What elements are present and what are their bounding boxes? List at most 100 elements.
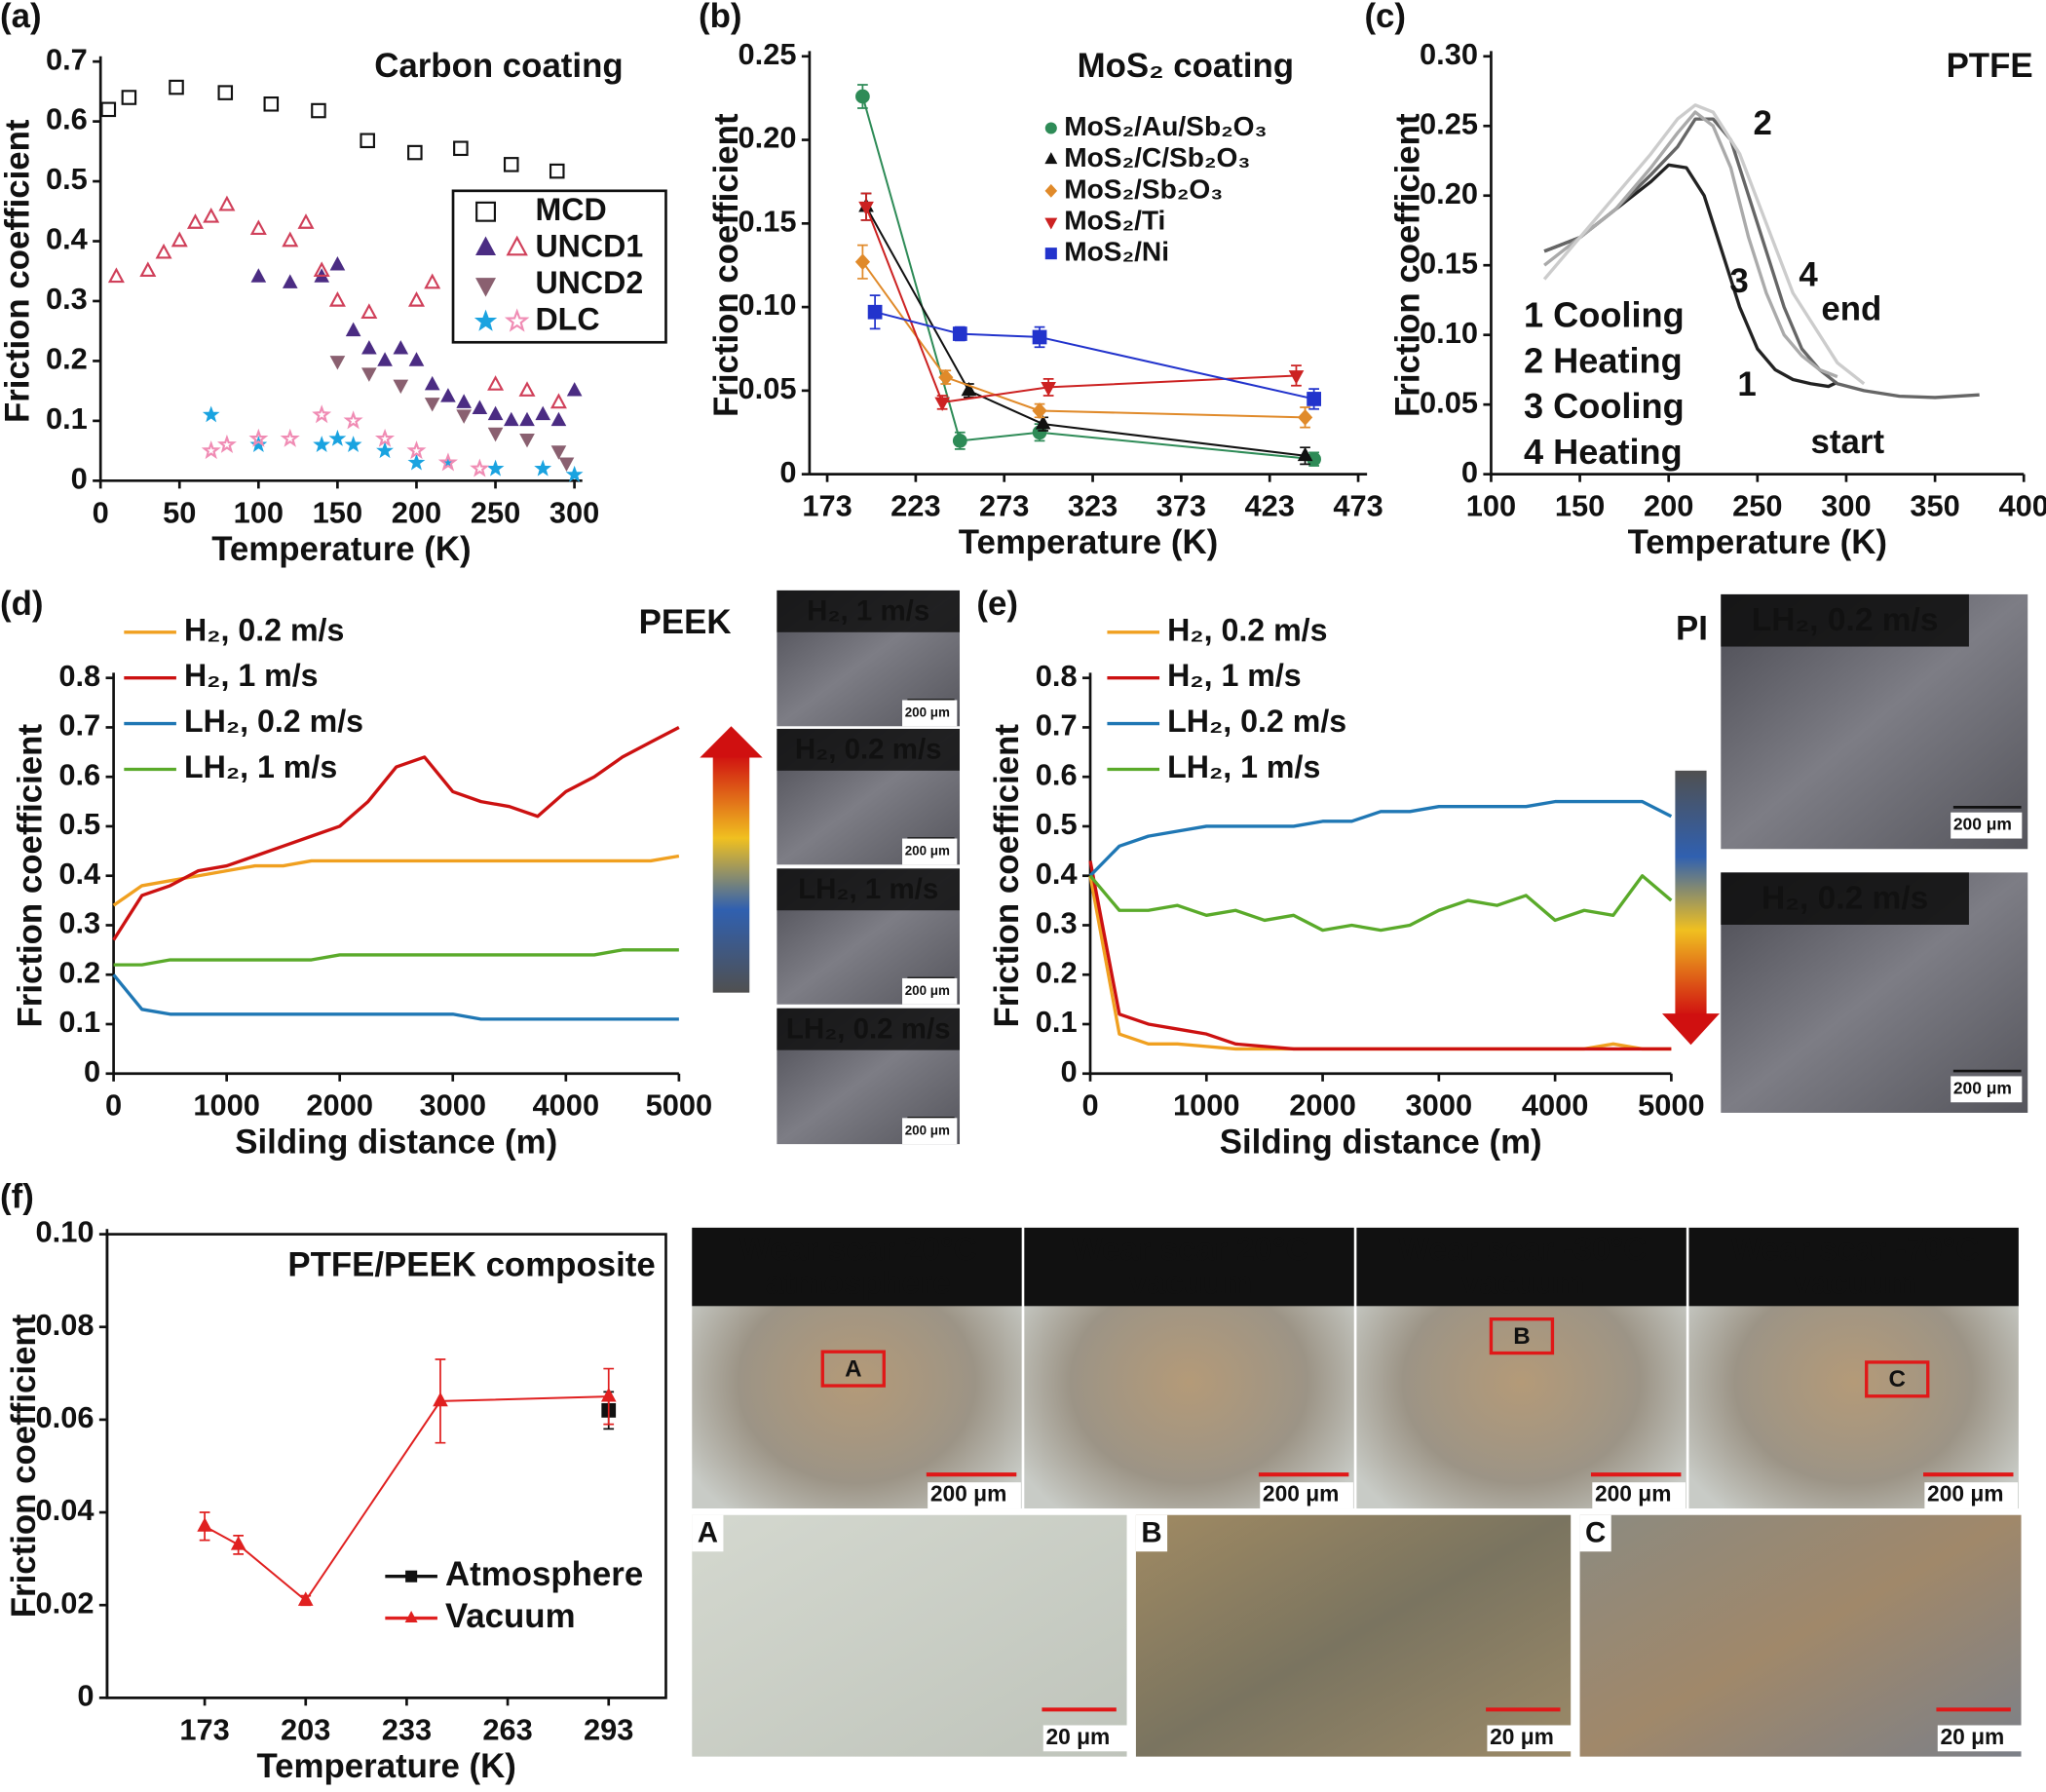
- label-band: [777, 1008, 961, 1050]
- scale-label: 200 μm: [1595, 1481, 1671, 1506]
- series-line: [112, 854, 680, 907]
- legend-label: Vacuum: [445, 1597, 576, 1635]
- marker: [328, 429, 347, 446]
- marker: [377, 352, 393, 366]
- y-axis-title: Friction coefficient: [707, 113, 745, 417]
- x-tick-label: 223: [890, 489, 940, 523]
- label-band: [777, 590, 961, 632]
- marker: [407, 453, 426, 471]
- marker: [433, 1392, 448, 1407]
- legend-marker: [475, 278, 497, 297]
- marker: [282, 231, 299, 248]
- panel-label: (f): [0, 1178, 34, 1216]
- x-tick-label: 100: [1466, 489, 1516, 523]
- scale-box: [902, 1118, 958, 1145]
- x-tick-label: 263: [482, 1712, 532, 1746]
- y-tick-label: 0.6: [1036, 757, 1078, 791]
- x-tick-label: 4000: [533, 1088, 600, 1123]
- marker: [1297, 408, 1313, 426]
- series-line: [861, 95, 1314, 461]
- marker: [249, 436, 268, 453]
- x-tick-label: 0: [105, 1088, 122, 1123]
- region-label: C: [1889, 1366, 1906, 1392]
- micrograph-label: atmosphere: [766, 1266, 951, 1302]
- x-tick-label: 0: [1081, 1088, 1098, 1123]
- scale-label: 20 μm: [1045, 1724, 1110, 1749]
- marker: [155, 243, 172, 259]
- x-tick-label: 5000: [646, 1088, 713, 1123]
- marker: [961, 381, 977, 397]
- marker: [250, 268, 267, 283]
- y-axis-title: Friction coefficient: [0, 119, 36, 423]
- legend-label: MoS₂/Ti: [1064, 205, 1165, 235]
- chart-title: PEEK: [639, 603, 732, 641]
- marker: [393, 379, 409, 395]
- label-band: [1721, 872, 1969, 925]
- marker: [566, 382, 583, 397]
- marker: [535, 405, 551, 421]
- series-line: [1543, 117, 1980, 400]
- marker: [201, 440, 221, 460]
- marker: [343, 410, 363, 430]
- y-tick-label: 0.2: [1036, 955, 1078, 989]
- label-band: [777, 728, 961, 771]
- label-band: [777, 868, 961, 911]
- series-line: [112, 973, 679, 1021]
- series-line: [1542, 103, 1866, 386]
- marker: [1032, 402, 1047, 419]
- micrograph: [1579, 1514, 2022, 1757]
- region-label: B: [1513, 1323, 1530, 1350]
- legend-label: UNCD1: [535, 228, 643, 263]
- legend-marker: [1044, 152, 1058, 165]
- corner-box: [692, 1514, 724, 1552]
- scale-box: [928, 1482, 1021, 1509]
- x-tick-label: 1000: [193, 1088, 260, 1123]
- marker: [361, 367, 377, 382]
- x-tick-label: 2000: [1289, 1088, 1356, 1123]
- legend-label: DLC: [535, 301, 599, 336]
- marker: [549, 393, 567, 409]
- marker: [600, 1387, 617, 1402]
- corner-box: [1579, 1514, 1611, 1552]
- marker: [1288, 370, 1305, 385]
- marker: [312, 404, 332, 424]
- marker: [361, 340, 377, 355]
- panel-label: (d): [0, 585, 43, 623]
- legend-label: MoS₂/C/Sb₂O₃: [1064, 142, 1250, 172]
- y-tick-label: 0.25: [1420, 106, 1478, 140]
- y-tick-label: 0.4: [46, 222, 88, 256]
- y-tick-label: 0.7: [1036, 708, 1078, 743]
- x-tick-label: 350: [1910, 489, 1959, 523]
- scale-label: 200 μm: [930, 1481, 1006, 1506]
- color-bar: [712, 754, 750, 993]
- marker: [374, 428, 396, 447]
- marker: [453, 140, 469, 157]
- marker: [456, 394, 472, 408]
- panel-label: (a): [0, 0, 42, 35]
- scale-box: [1924, 1482, 2019, 1509]
- corner-label: C: [1585, 1517, 1606, 1549]
- legend-label: Atmosphere: [445, 1555, 643, 1593]
- x-tick-label: 200: [392, 495, 441, 529]
- y-tick-label: 0.5: [58, 807, 100, 841]
- y-tick-label: 0.6: [58, 757, 100, 791]
- marker: [202, 405, 220, 423]
- y-tick-label: 0: [779, 455, 796, 489]
- legend-label: H₂, 1 m/s: [184, 658, 319, 693]
- annotation: 2: [1754, 104, 1772, 142]
- legend-label: H₂, 1 m/s: [1167, 658, 1302, 693]
- marker: [934, 397, 951, 411]
- scale-box: [1937, 1725, 2031, 1752]
- y-tick-label: 0.2: [58, 955, 100, 989]
- micrograph: [692, 1514, 1127, 1757]
- marker: [297, 213, 315, 229]
- legend-label: 1 Cooling: [1524, 294, 1685, 334]
- scale-box: [902, 838, 958, 865]
- y-axis-title: Friction coefficient: [1389, 113, 1427, 417]
- marker: [503, 411, 519, 427]
- scale-label: 200 μm: [1263, 1481, 1339, 1506]
- micrograph-label: LH₂, 0.2 m/s: [786, 1012, 951, 1045]
- y-tick-label: 0.2: [46, 342, 88, 376]
- x-tick-label: 323: [1068, 489, 1118, 523]
- y-tick-label: 0.02: [36, 1585, 95, 1620]
